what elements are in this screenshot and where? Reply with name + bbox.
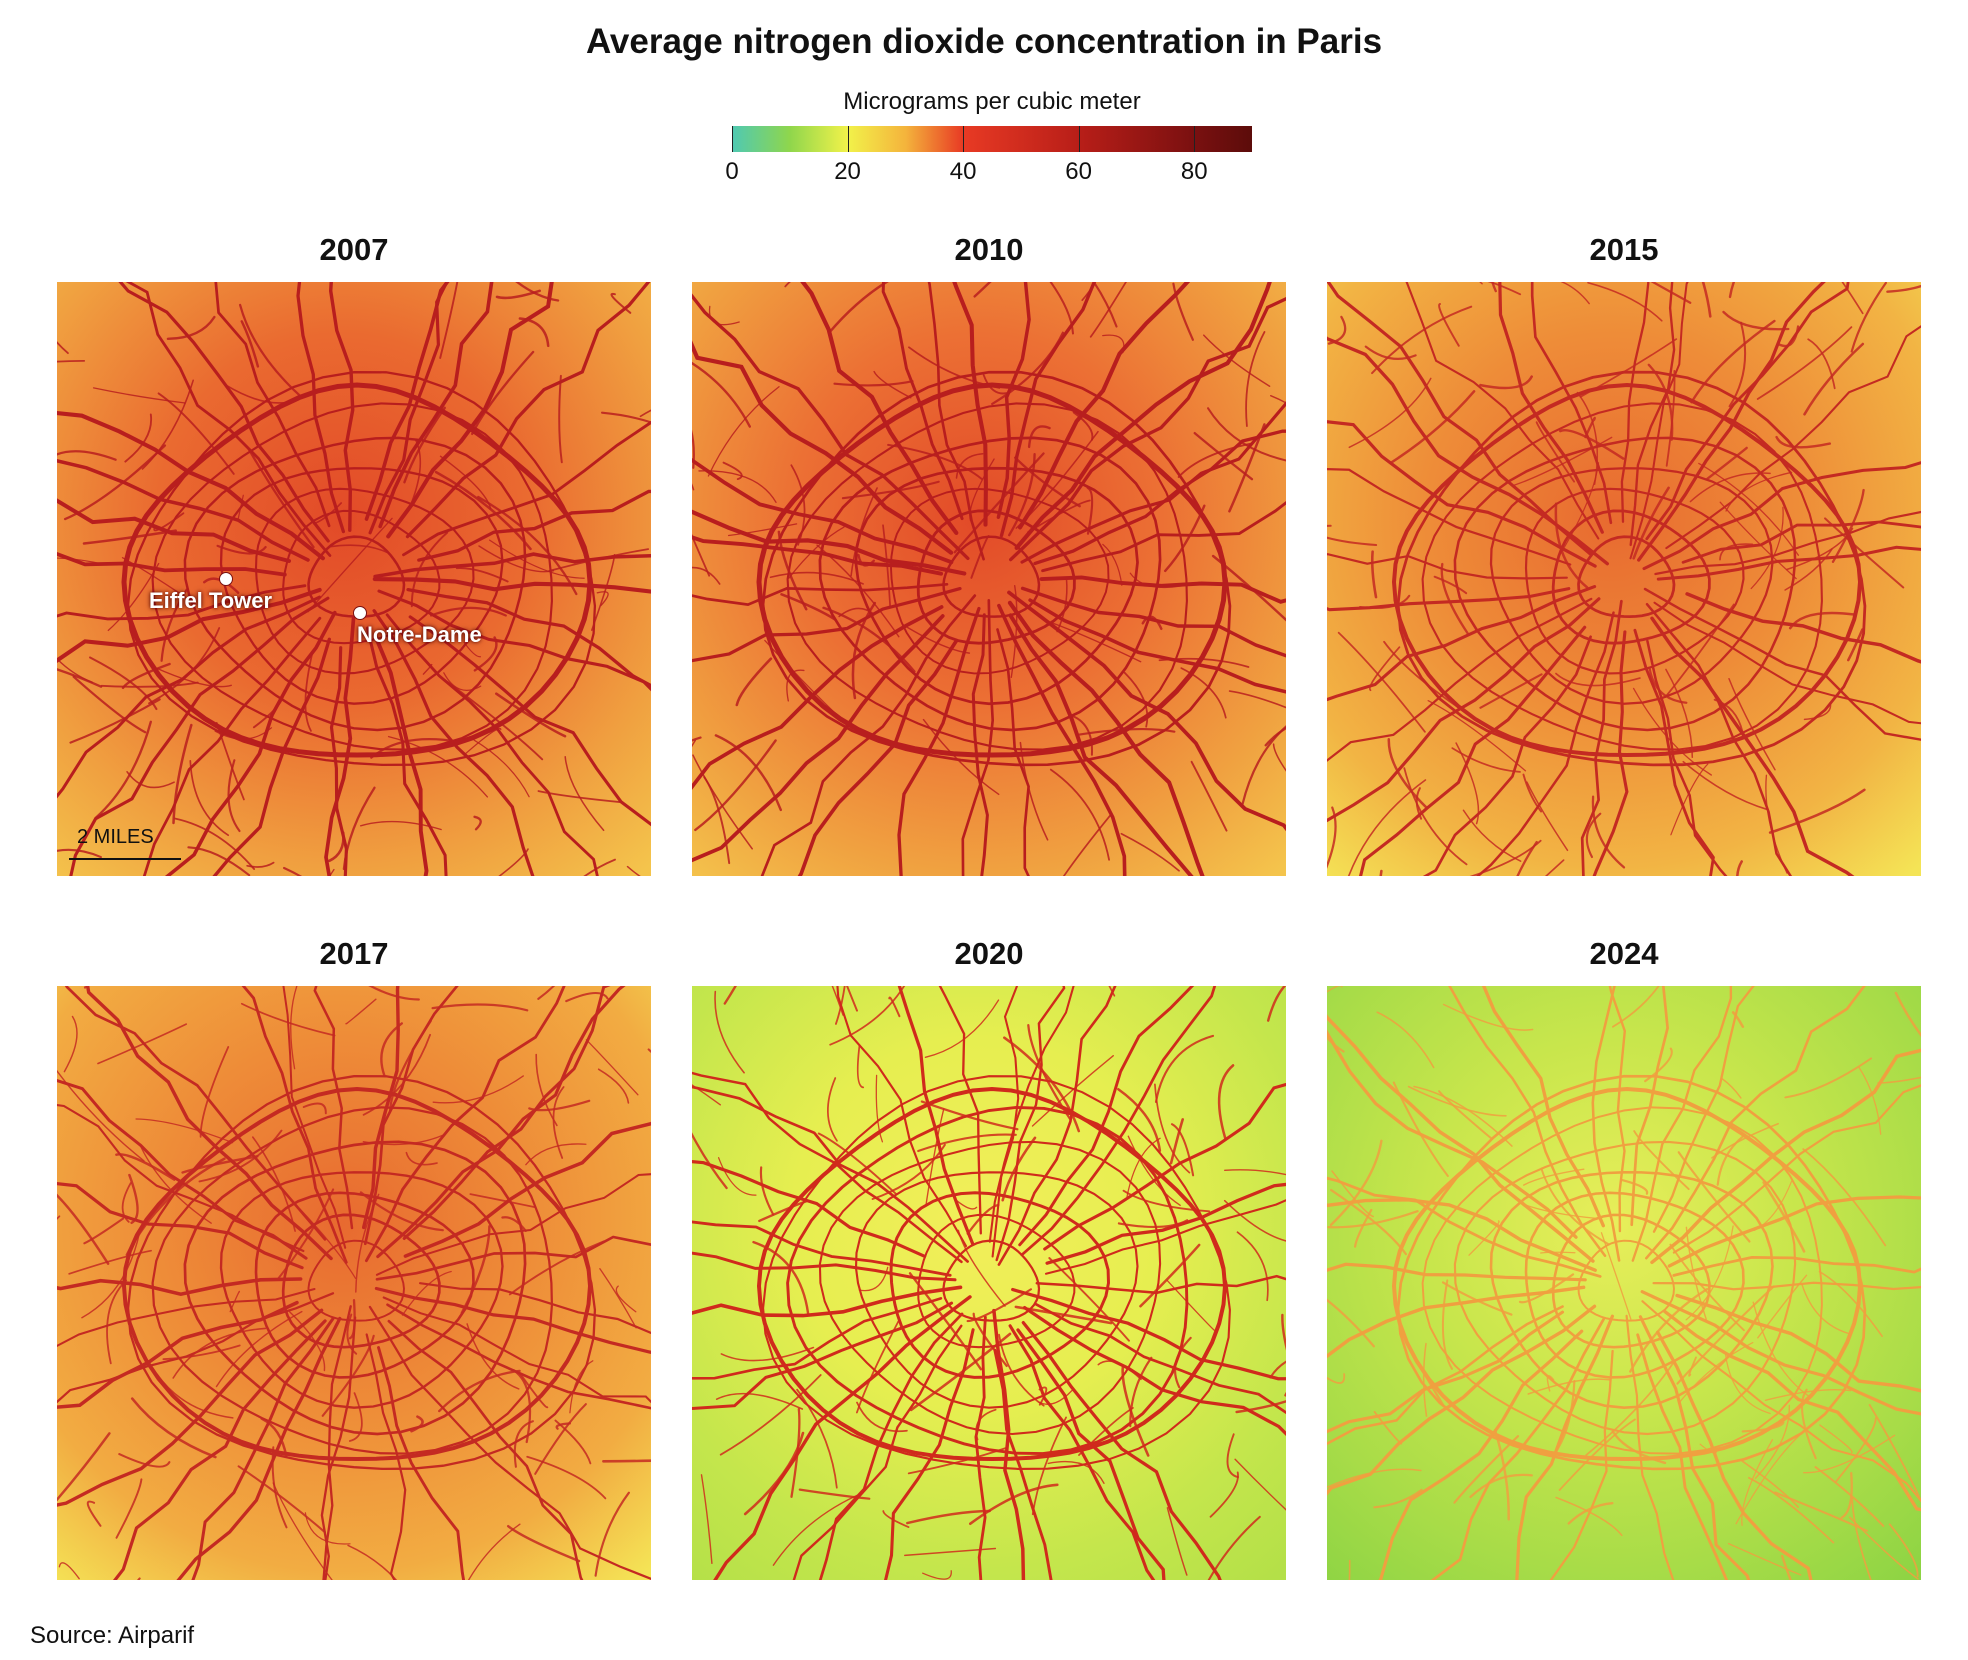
landmark-marker [353,606,367,620]
landmark-marker [219,572,233,586]
scale-bar-label: 2 MILES [77,826,154,848]
legend-tick-label: 80 [1180,158,1208,185]
panel-year-label: 2020 [954,936,1024,971]
concentration-map [692,282,1286,876]
road-network [692,282,1286,876]
panel-year-label: 2017 [319,936,389,971]
scale-bar: 2 MILES [69,826,181,866]
map-canvas [57,282,651,876]
color-legend: Micrograms per cubic meter 0 20 40 60 80 [725,88,1252,198]
panel-year-label: 2015 [1589,232,1659,267]
concentration-map [57,986,651,1580]
road-network [1327,986,1921,1580]
scale-bar-line [69,858,181,860]
legend-title: Micrograms per cubic meter [843,88,1141,115]
road-network [57,986,651,1580]
legend-tick [1194,126,1196,152]
legend-tick [1078,126,1080,152]
legend-tick-label: 0 [725,158,739,185]
legend-tick-label: 40 [949,158,977,185]
panel-year-label: 2024 [1589,936,1659,971]
legend-tick-label: 60 [1065,158,1093,185]
source-note: Source: Airparif [30,1622,195,1649]
legend-tick [732,126,733,152]
panel-year-label: 2010 [954,232,1024,267]
road-network [57,282,651,876]
concentration-map [1327,282,1921,876]
map-canvas [1327,282,1921,876]
legend-tick [847,126,849,152]
legend-tick-label: 20 [834,158,861,185]
legend-tick [963,126,965,152]
concentration-map [1327,986,1921,1580]
legend-color-bar [732,126,1252,152]
landmark-label: Eiffel Tower [149,588,273,613]
map-canvas [692,986,1286,1580]
concentration-map [692,986,1286,1580]
road-network [1327,282,1921,876]
map-canvas [1327,986,1921,1580]
concentration-map: Eiffel Tower Notre-Dame 2 MILES [57,282,651,876]
chart-title: Average nitrogen dioxide concentration i… [585,22,1383,61]
landmark-label: Notre-Dame [357,622,482,647]
map-canvas [692,282,1286,876]
panel-year-label: 2007 [319,232,389,267]
map-canvas [57,986,651,1580]
road-network [692,986,1286,1580]
